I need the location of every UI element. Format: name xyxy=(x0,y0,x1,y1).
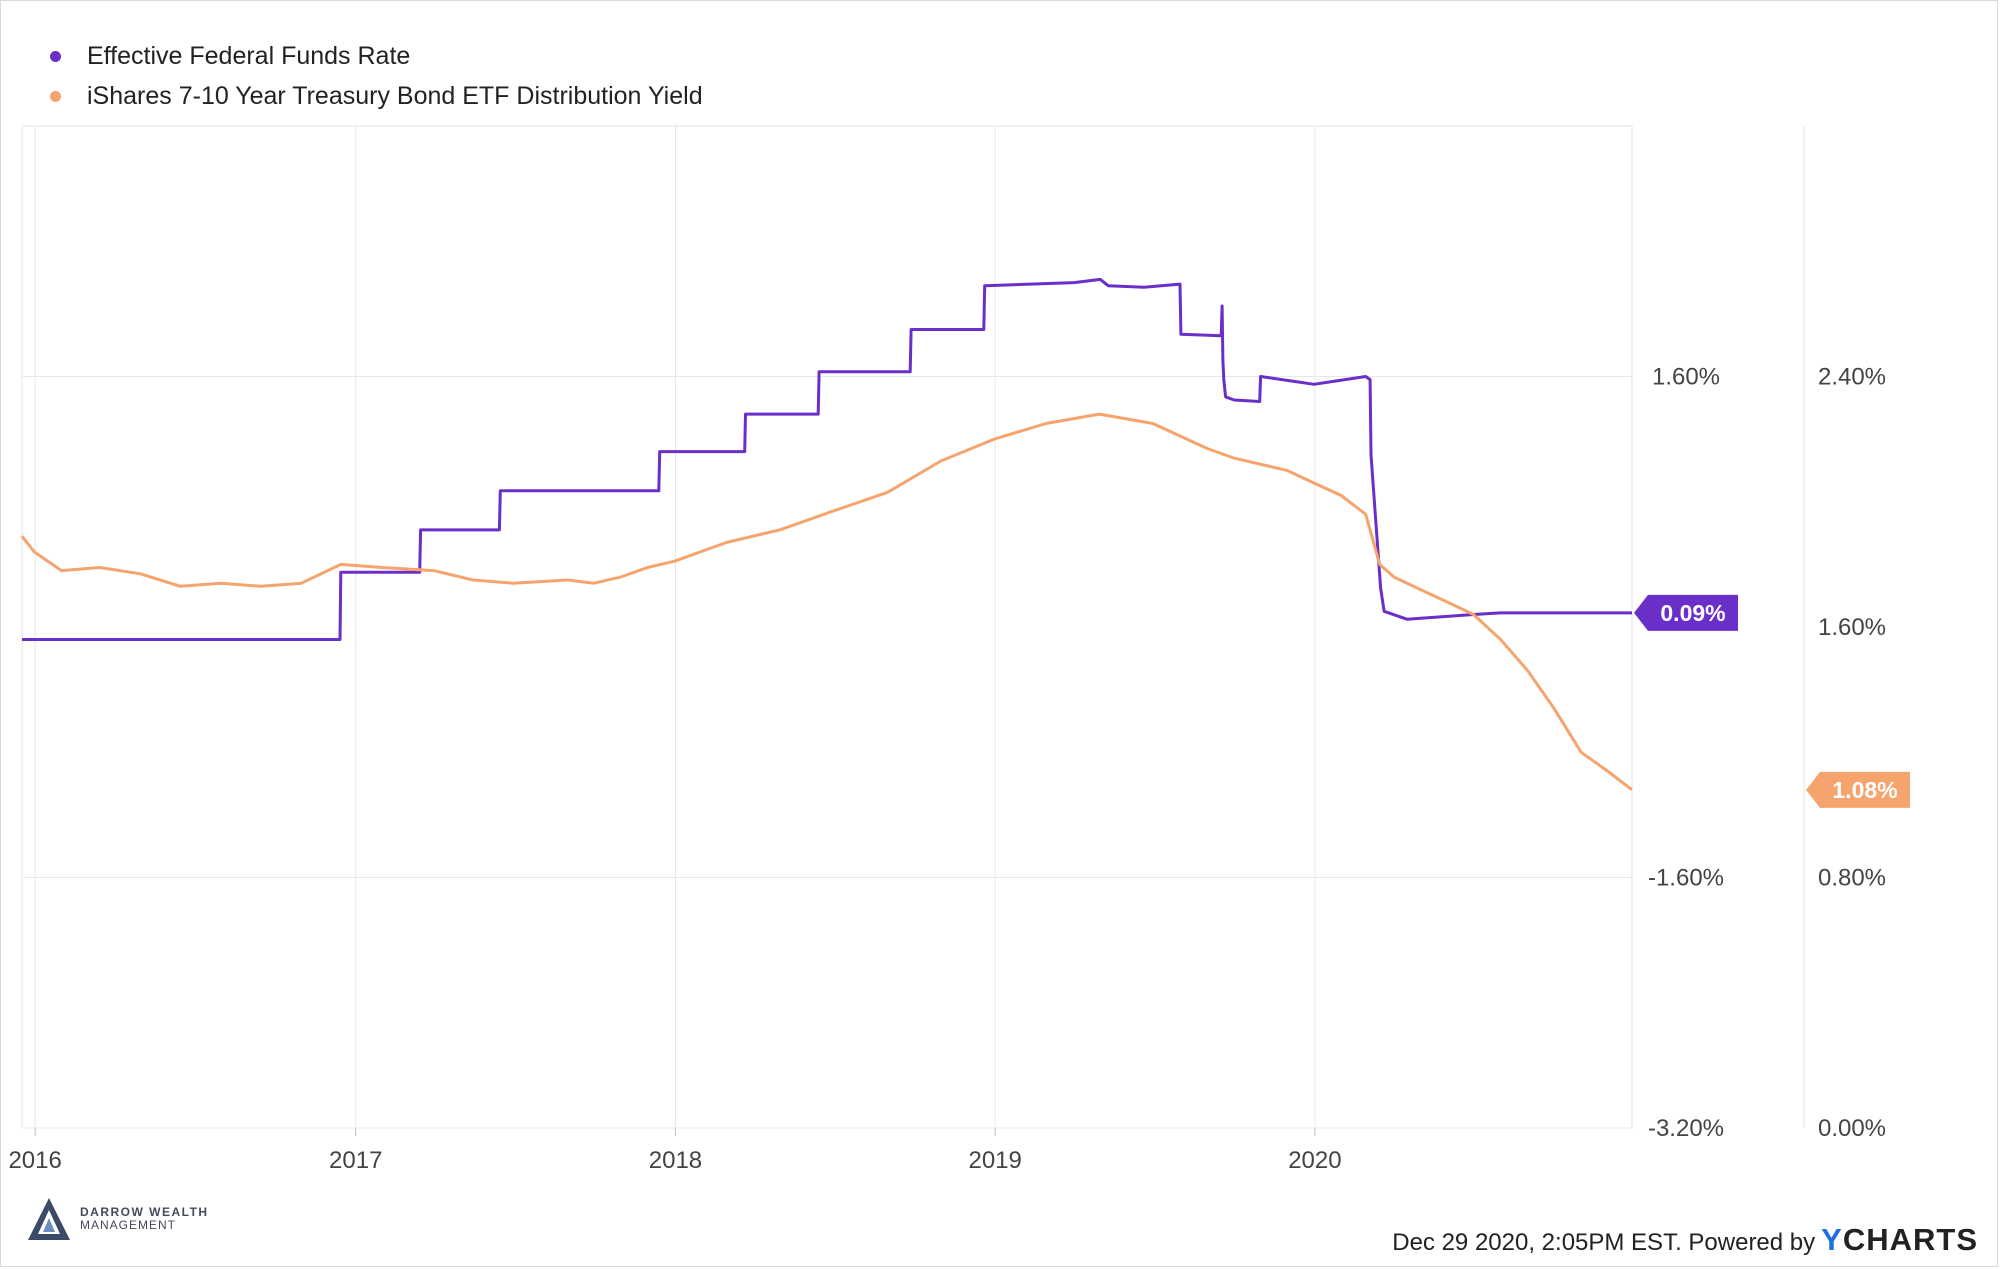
ief-yield-last-flag xyxy=(1806,771,1910,808)
darrow-logo-text: DARROW WEALTH MANAGEMENT xyxy=(80,1206,209,1232)
legend-label-ief-yield: iShares 7-10 Year Treasury Bond ETF Dist… xyxy=(87,81,703,110)
y-right-tick-label-1: 1.60% xyxy=(1818,614,1886,641)
darrow-logo: DARROW WEALTH MANAGEMENT xyxy=(26,1196,209,1242)
x-tick-label-2019: 2019 xyxy=(968,1147,1021,1174)
fed-funds-last-value-label: 0.09% xyxy=(1660,600,1725,626)
ycharts-logo[interactable]: YCHARTS xyxy=(1821,1222,1978,1258)
legend-item-ief-yield[interactable]: iShares 7-10 Year Treasury Bond ETF Dist… xyxy=(50,76,703,116)
footer-timestamp: Dec 29 2020, 2:05PM EST. Powered by xyxy=(1392,1229,1816,1256)
x-tick-label-2016: 2016 xyxy=(8,1147,61,1174)
y-right-tick-label-0: 2.40% xyxy=(1818,364,1886,391)
legend-label-fed-funds: Effective Federal Funds Rate xyxy=(87,41,411,70)
ycharts-logo-y: Y xyxy=(1821,1222,1843,1257)
ycharts-logo-rest: CHARTS xyxy=(1842,1222,1978,1257)
x-tick-label-2017: 2017 xyxy=(329,1147,382,1174)
plot-area xyxy=(21,125,1633,1129)
y-right-tick-label-2: 0.80% xyxy=(1818,865,1886,892)
series-line-ief-yield xyxy=(20,412,1633,791)
x-tick-label-2018: 2018 xyxy=(649,1147,702,1174)
y-left-tick-label-0: 1.60% xyxy=(1652,364,1720,391)
legend-item-fed-funds[interactable]: Effective Federal Funds Rate xyxy=(50,36,703,76)
legend: Effective Federal Funds Rate iShares 7-1… xyxy=(50,36,703,116)
y-right-tick-label-3: 0.00% xyxy=(1818,1115,1886,1142)
fed-funds-last-flag xyxy=(1634,594,1738,631)
ief-yield-last-value-label: 1.08% xyxy=(1832,777,1897,803)
legend-dot-ief-yield xyxy=(50,90,61,102)
series-line-fed-funds xyxy=(22,277,1632,641)
footer: Dec 29 2020, 2:05PM EST. Powered by YCHA… xyxy=(1392,1222,1978,1258)
logo-line1: DARROW WEALTH xyxy=(80,1205,209,1219)
darrow-logo-mark-icon xyxy=(28,1198,70,1240)
y-left-tick-label-1: -1.60% xyxy=(1648,865,1724,892)
x-tick-label-2020: 2020 xyxy=(1288,1147,1341,1174)
y-left-tick-label-2: -3.20% xyxy=(1648,1115,1724,1142)
logo-line2: MANAGEMENT xyxy=(80,1218,177,1232)
legend-dot-fed-funds xyxy=(50,50,61,62)
